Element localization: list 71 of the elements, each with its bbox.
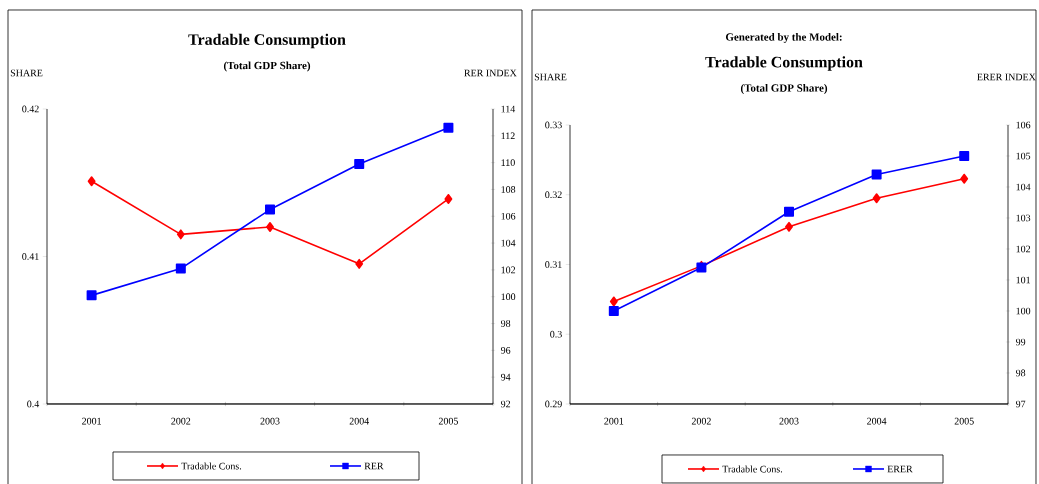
legend-label: Tradable Cons. [181,462,242,470]
y2-tick-label: 105 [1016,152,1031,160]
point [784,206,795,217]
x-tick-label: 2004 [349,417,370,425]
point [609,296,618,307]
x-tick-label: 2002 [691,417,711,425]
y-tick-label: 0.41 [22,253,39,260]
legend-label: ERER [887,465,913,473]
y-axis-title: SHARE [10,69,43,77]
x-tick-label: 2004 [867,417,887,425]
y2-tick-label: 96 [500,347,511,354]
y2-tick-label: 102 [501,266,516,274]
point [266,221,274,232]
y2-tick-label: 108 [501,186,516,193]
point [265,204,276,215]
y2-tick-label: 100 [1016,307,1031,315]
x-tick-label: 2003 [260,417,280,425]
point [785,221,793,232]
x-tick-label: 2001 [82,417,101,425]
y-tick-label: 0.4 [27,400,40,408]
y-tick-label: 0.29 [545,400,562,408]
text: Generated by the Model: [725,33,842,43]
point [871,169,882,180]
point [175,263,186,274]
point [608,305,619,316]
y-axis-title: SHARE [534,73,567,81]
y2-tick-label: 114 [501,105,516,113]
x-tick-label: 2002 [171,417,191,425]
y2-tick-label: 103 [1016,214,1031,222]
y2-tick-label: 100 [501,293,516,301]
y2-tick-label: 104 [1016,183,1031,191]
y2-tick-label: 92 [500,400,511,408]
x-tick-label: 2005 [438,417,458,425]
y2-tick-label: 98 [500,320,511,327]
point [444,193,453,204]
y2-axis-title: RER INDEX [464,69,517,77]
y2-tick-label: 98 [1015,369,1026,377]
legend-label: Tradable Cons. [722,465,783,473]
y2-tick-label: 101 [1016,276,1031,284]
y2-tick-label: 106 [1016,121,1031,129]
y-tick-label: 0.33 [545,121,562,129]
y2-tick-label: 94 [500,373,511,381]
x-tick-label: 2001 [604,417,624,425]
y2-tick-label: 102 [1016,245,1031,253]
point [87,176,96,187]
y2-tick-label: 99 [1015,338,1026,346]
chart-subtitle: (Total GDP Share) [740,84,828,94]
chart-title: Tradable Consumption [188,33,346,49]
chart-title: Tradable Consumption [705,56,863,71]
y2-tick-label: 104 [501,239,516,247]
y2-tick-label: 106 [501,212,516,220]
y-tick-label: 0.42 [22,105,39,113]
y2-tick-label: 110 [501,159,515,166]
y2-axis-title: ERER INDEX [977,73,1036,81]
point [355,258,364,269]
x-tick-label: 2003 [779,417,799,425]
point [443,122,454,133]
legend-label: RER [364,462,384,470]
point [176,229,185,240]
chart-subtitle: (Total GDP Share) [223,61,311,72]
point [86,290,97,301]
x-tick-label: 2005 [954,417,974,425]
point [872,193,881,204]
point [959,150,970,161]
point [960,173,969,184]
y-tick-label: 0.3 [550,330,562,338]
y-tick-label: 0.31 [545,261,562,268]
y2-tick-label: 97 [1015,400,1026,408]
point [354,158,365,169]
y2-tick-label: 112 [501,132,515,140]
y-tick-label: 0.32 [545,191,562,199]
